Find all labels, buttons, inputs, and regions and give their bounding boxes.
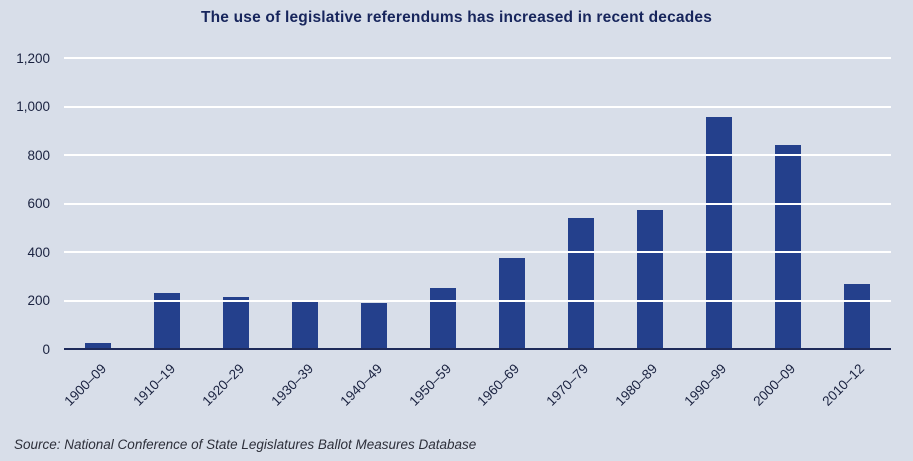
x-axis-label: 1910–19 — [130, 361, 178, 409]
y-axis-tick-label: 200 — [27, 292, 50, 308]
bar-slot — [409, 58, 478, 349]
y-axis-tick-label: 1,200 — [16, 50, 50, 66]
x-axis-slot: 1970–79 — [543, 351, 615, 419]
x-axis-slot: 1910–19 — [130, 351, 202, 419]
x-axis-label: 1930–39 — [268, 361, 316, 409]
gridline — [64, 202, 891, 205]
bar — [154, 293, 181, 349]
bar — [705, 117, 732, 349]
bar-slot — [478, 58, 547, 349]
x-axis-slot: 2000–09 — [750, 351, 822, 419]
x-axis-label: 1920–29 — [199, 361, 247, 409]
x-axis-slot: 1930–39 — [268, 351, 340, 419]
source-note: Source: National Conference of State Leg… — [14, 437, 477, 452]
x-axis: 1900–09 1910–19 1920–29 1930–39 1940–49 1950–… — [61, 351, 891, 419]
bar — [292, 300, 319, 349]
x-axis-slot: 1940–49 — [336, 351, 409, 419]
bar-slot — [133, 58, 202, 349]
x-axis-slot: 1960–69 — [474, 351, 547, 419]
plot-area — [64, 57, 891, 350]
bar-slot — [271, 58, 340, 349]
x-axis-slot: 1950–59 — [405, 351, 478, 419]
bar — [361, 302, 388, 349]
x-axis-label: 1970–79 — [543, 361, 592, 409]
bar-slot — [753, 58, 822, 349]
x-axis-label: 1960–69 — [474, 361, 523, 409]
bar-slot — [546, 58, 615, 349]
gridline — [64, 299, 891, 302]
gridline — [64, 154, 891, 157]
bar — [85, 342, 112, 349]
x-axis-slot: 1990–99 — [681, 351, 753, 419]
bar — [430, 288, 457, 349]
bar — [843, 283, 870, 349]
bar — [498, 258, 525, 349]
gridline — [64, 105, 891, 108]
y-axis-tick-label: 600 — [27, 195, 50, 211]
bar — [774, 145, 801, 349]
x-axis-label: 1990–99 — [681, 361, 730, 409]
x-axis-slot: 2010–12 — [819, 351, 891, 419]
bar-slot — [64, 58, 133, 349]
x-axis-slot: 1900–09 — [61, 351, 133, 419]
bar-slot — [615, 58, 684, 349]
x-axis-label: 2010–12 — [819, 361, 868, 409]
bar — [636, 209, 663, 349]
y-axis-tick-label: 800 — [27, 147, 50, 163]
bar — [223, 296, 250, 349]
bars — [64, 58, 891, 349]
gridline — [64, 57, 891, 59]
bar — [567, 218, 594, 349]
x-axis-baseline — [64, 348, 891, 350]
gridline — [64, 251, 891, 254]
x-axis-label: 1950–59 — [405, 361, 454, 409]
x-axis-label: 2000–09 — [750, 361, 799, 409]
bar-slot — [822, 58, 891, 349]
x-axis-label: 1980–89 — [612, 361, 661, 409]
x-axis-label: 1900–09 — [61, 361, 110, 409]
y-axis-tick-label: 1,000 — [16, 98, 50, 114]
y-axis: 0 200 400 600 800 1,000 1,200 — [0, 51, 58, 355]
x-axis-label: 1940–49 — [336, 361, 385, 409]
bar-slot — [202, 58, 271, 349]
x-axis-slot: 1980–89 — [612, 351, 684, 419]
y-axis-tick-label: 400 — [27, 244, 50, 260]
chart-title: The use of legislative referendums has i… — [200, 9, 713, 26]
bar-slot — [684, 58, 753, 349]
y-axis-tick-label: 0 — [42, 341, 50, 357]
bar-slot — [340, 58, 409, 349]
x-axis-slot: 1920–29 — [199, 351, 271, 419]
